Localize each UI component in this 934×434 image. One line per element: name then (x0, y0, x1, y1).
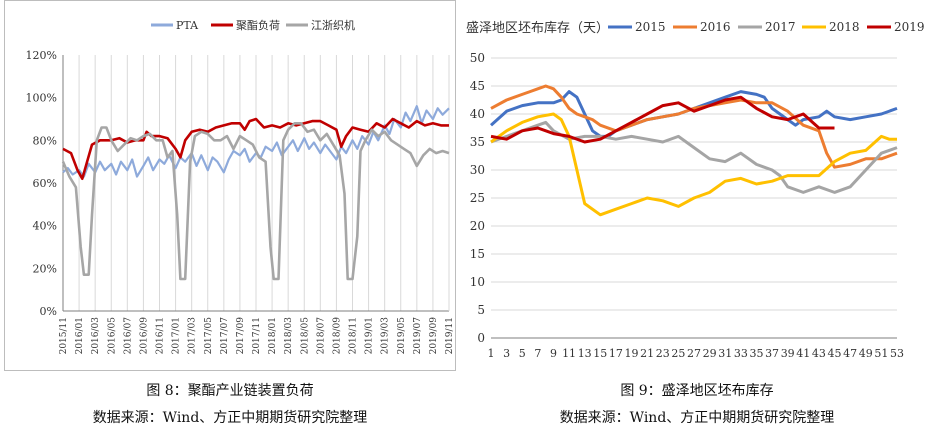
x-tick-label: 39 (781, 347, 795, 360)
x-tick-label: 2018/01 (268, 317, 278, 354)
x-tick-label: 2018/09 (332, 317, 342, 355)
x-tick-label: 2016/07 (123, 317, 133, 355)
y-tick-label: 60% (33, 177, 57, 190)
x-tick-label: 2016/01 (75, 317, 85, 354)
x-tick-label: 37 (765, 347, 779, 360)
left-figure-caption: 图 8：聚酯产业链装置负荷 (146, 383, 314, 399)
x-tick-label: 2018/05 (300, 317, 310, 355)
y-tick-label: 80% (33, 134, 57, 147)
x-tick-label: 2017/09 (236, 317, 246, 355)
x-tick-label: 2016/03 (91, 317, 101, 355)
x-tick-label: 9 (550, 347, 557, 360)
x-tick-label: 29 (703, 347, 717, 360)
x-tick-label: 21 (640, 347, 654, 360)
legend-label-江浙织机: 江浙织机 (311, 18, 355, 32)
y-tick-label: 5 (477, 303, 485, 317)
x-tick-label: 31 (718, 347, 732, 360)
x-tick-label: 13 (578, 347, 592, 360)
legend-label-2019: 2019 (894, 20, 925, 34)
legend-label-PTA: PTA (176, 19, 199, 32)
x-tick-label: 41 (796, 347, 810, 360)
x-tick-label: 2017/11 (252, 317, 262, 354)
y-tick-label: 100% (26, 92, 57, 105)
left-figure-source: 数据来源：Wind、方正中期期货研究院整理 (92, 410, 368, 426)
legend-label-2018: 2018 (829, 20, 860, 34)
series-line-2018 (490, 112, 897, 217)
x-tick-label: 45 (828, 347, 842, 360)
x-tick-label: 47 (843, 347, 857, 360)
x-tick-label: 2018/03 (284, 317, 294, 355)
x-tick-label: 2017/05 (204, 317, 214, 355)
legend-label-聚酯负荷: 聚酯负荷 (236, 18, 280, 32)
x-tick-label: 5 (519, 347, 526, 360)
x-tick-label: 2016/11 (156, 317, 166, 354)
x-tick-label: 33 (734, 347, 748, 360)
load-rate-chart: 0% 20% 40% 60% 80% 100% 120% 2015/11 2016/01 2016… (26, 18, 455, 355)
x-tick-label: 27 (687, 347, 701, 360)
x-tick-label: 2019/09 (429, 317, 439, 355)
y-tick-label: 35 (470, 135, 485, 149)
x-tick-label: 43 (812, 347, 826, 360)
x-tick-label: 2016/05 (107, 317, 117, 355)
y-tick-label: 10 (470, 275, 485, 289)
y-tick-label: 15 (470, 247, 485, 261)
y-tick-label: 50 (470, 51, 485, 65)
y-tick-label: 40 (470, 107, 485, 121)
y-tick-label: 45 (470, 79, 485, 93)
x-tick-label: 2015/11 (59, 317, 69, 354)
x-tick-label: 2018/07 (316, 317, 326, 355)
x-tick-label: 53 (890, 347, 904, 360)
left-chart-panel: 0% 20% 40% 60% 80% 100% 120% 2015/11 2016/01 2016… (4, 0, 456, 371)
series-line-2016 (490, 84, 898, 169)
y-tick-label: 25 (470, 191, 485, 205)
x-tick-label: 2019/05 (397, 317, 407, 355)
series-line-2017 (490, 120, 898, 194)
legend-label-2016: 2016 (700, 20, 731, 34)
x-tick-label: 17 (609, 347, 623, 360)
legend-label-2017: 2017 (765, 20, 796, 34)
x-tick-label: 2019/03 (381, 317, 391, 355)
x-tick-label: 2019/01 (365, 317, 375, 354)
series-line-江浙织机 (61, 122, 450, 281)
x-tick-label: 1 (488, 347, 495, 360)
y-tick-label: 20 (470, 219, 485, 233)
x-tick-label: 2017/07 (220, 317, 230, 355)
y-tick-label: 30 (470, 163, 485, 177)
y-tick-label: 20% (33, 262, 57, 275)
series-line-2019 (490, 95, 835, 144)
y-tick-label: 120% (26, 49, 57, 62)
y-tick-label: 0% (40, 305, 57, 318)
right-chart-panel: 0 5 10 15 20 25 30 35 40 45 50 1 3 5 7 9 11 13 15 17 19 21 23 2… (461, 0, 933, 371)
chart-title: 盛泽地区坯布库存（天） (466, 20, 609, 36)
x-tick-label: 2016/09 (139, 317, 149, 355)
x-tick-label: 3 (503, 347, 510, 360)
x-tick-label: 19 (625, 347, 639, 360)
x-tick-label: 2019/11 (445, 317, 455, 354)
y-tick-label: 0 (477, 331, 485, 345)
legend-label-2015: 2015 (635, 20, 666, 34)
x-tick-label: 2017/01 (172, 317, 182, 354)
x-tick-label: 51 (874, 347, 888, 360)
x-tick-label: 7 (534, 347, 541, 360)
x-tick-label: 35 (749, 347, 763, 360)
x-tick-label: 2019/07 (413, 317, 423, 355)
x-tick-label: 25 (671, 347, 685, 360)
x-tick-label: 23 (656, 347, 670, 360)
y-tick-label: 40% (33, 220, 57, 233)
x-tick-label: 15 (593, 347, 607, 360)
x-tick-label: 11 (562, 347, 576, 360)
right-figure-source: 数据来源：Wind、方正中期期货研究院整理 (559, 410, 835, 426)
x-tick-label: 49 (859, 347, 873, 360)
right-figure-caption: 图 9：盛泽地区坯布库存 (620, 383, 774, 399)
x-tick-label: 2017/03 (188, 317, 198, 355)
x-tick-label: 2018/11 (349, 317, 359, 354)
